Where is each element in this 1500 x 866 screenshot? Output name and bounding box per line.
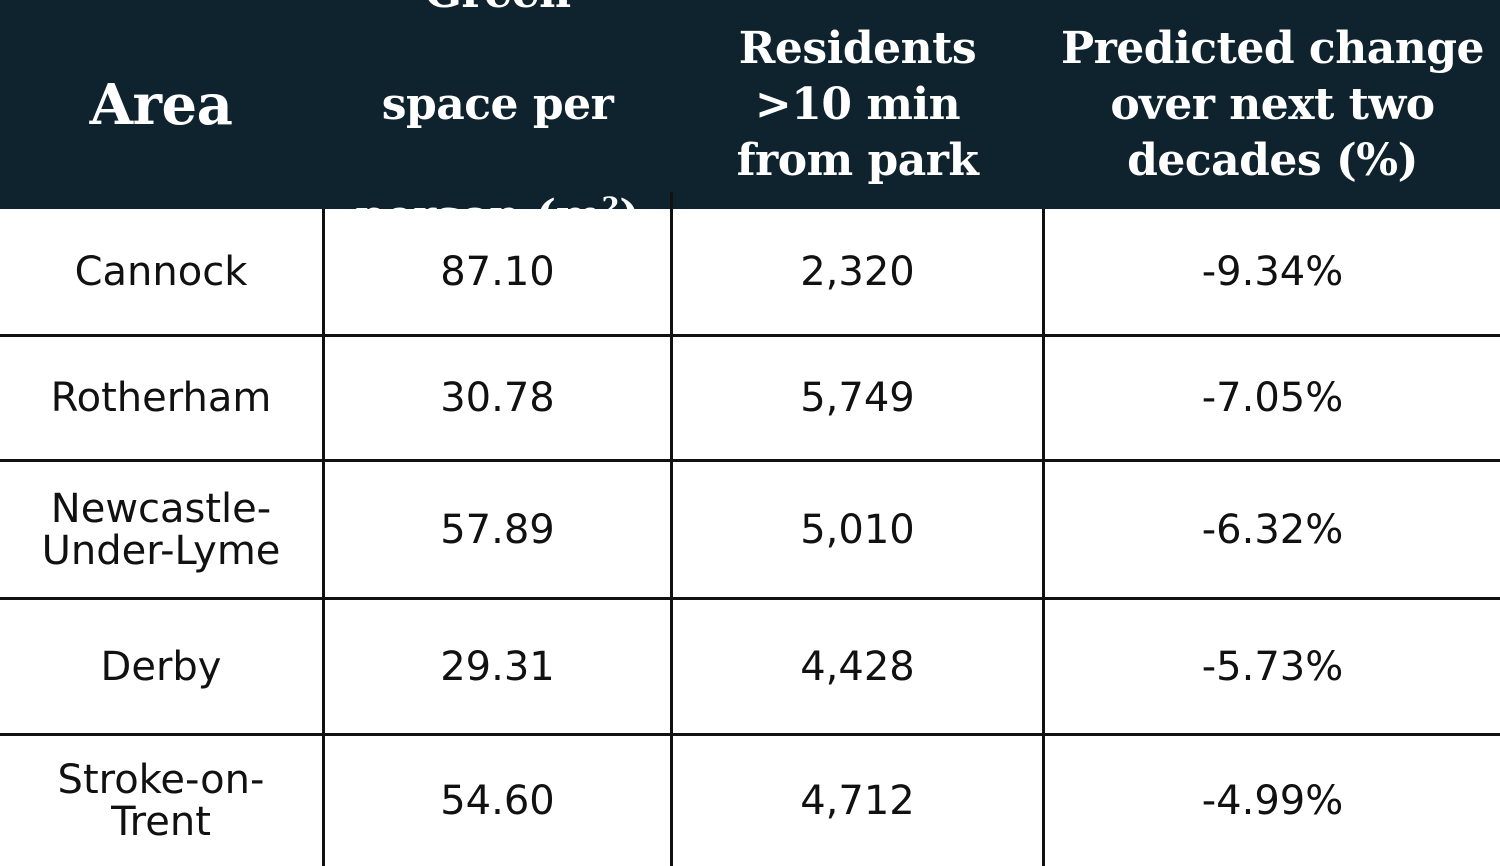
cell-area: Derby [100, 643, 222, 690]
row-divider [0, 733, 1500, 736]
cell-residents: 4,712 [800, 778, 915, 824]
cell-change: -9.34% [1201, 248, 1344, 295]
cell-green-space: 87.10 [440, 248, 555, 295]
cell-change: -6.32% [1201, 506, 1344, 553]
cell-residents: 5,749 [800, 375, 915, 421]
table-row: Stroke-on- Trent 54.60 4,712 -4.99% [0, 736, 1500, 866]
cell-change: -4.99% [1201, 778, 1344, 824]
table-row: Derby 29.31 4,428 -5.73% [0, 600, 1500, 733]
table-row: Rotherham 30.78 5,749 -7.05% [0, 337, 1500, 459]
column-divider [322, 209, 325, 866]
cell-area: Newcastle- Under-Lyme [41, 485, 281, 574]
column-divider [1042, 209, 1045, 866]
header-area: Area [89, 71, 233, 138]
table-row: Cannock 87.10 2,320 -9.34% [0, 209, 1500, 334]
table-header: Area Green space per person (m2) Residen… [0, 0, 1500, 242]
cell-area: Stroke-on- Trent [57, 757, 265, 845]
cell-change: -7.05% [1201, 375, 1344, 421]
table-row: Newcastle- Under-Lyme 57.89 5,010 -6.32% [0, 462, 1500, 597]
row-divider [0, 334, 1500, 337]
row-divider [0, 597, 1500, 600]
cell-residents: 5,010 [800, 506, 915, 553]
header-predicted-change: Predicted change over next two decades (… [1061, 22, 1484, 186]
cell-area: Rotherham [50, 375, 272, 421]
row-divider [0, 459, 1500, 462]
header-green-space: Green space per person (m2) [355, 0, 640, 242]
header-residents: Residents >10 min from park [736, 22, 979, 186]
cell-residents: 2,320 [800, 248, 915, 295]
cell-green-space: 57.89 [440, 506, 555, 553]
cell-residents: 4,428 [800, 643, 915, 690]
cell-green-space: 30.78 [440, 375, 555, 421]
cell-green-space: 29.31 [440, 643, 555, 690]
cell-area: Cannock [74, 248, 248, 295]
column-divider [670, 192, 673, 866]
cell-green-space: 54.60 [440, 778, 555, 824]
cell-change: -5.73% [1201, 643, 1344, 690]
